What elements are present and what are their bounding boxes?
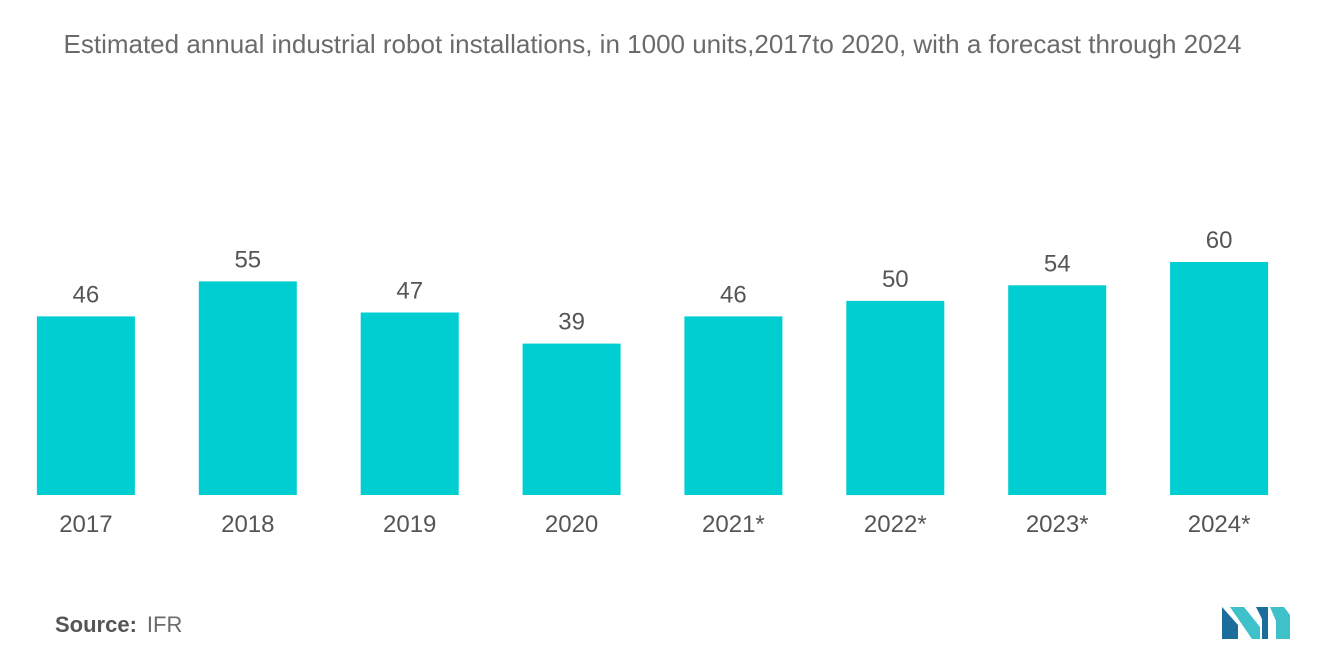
mordor-intelligence-logo-icon	[1222, 607, 1290, 639]
x-tick-label: 2020	[545, 511, 598, 538]
bar-2017	[36, 316, 135, 495]
bar-2021-forecast	[684, 316, 783, 495]
bar-2020	[522, 343, 621, 495]
x-tick-label: 2018	[221, 511, 274, 538]
data-label: 50	[882, 266, 909, 293]
bar-2024-forecast	[1170, 262, 1269, 495]
x-tick-label: 2024*	[1188, 511, 1251, 538]
data-label: 39	[558, 309, 585, 336]
source-note: Source: IFR	[55, 612, 182, 638]
data-label: 47	[396, 278, 423, 305]
x-tick-label: 2019	[383, 511, 436, 538]
x-tick-label: 2023*	[1026, 511, 1089, 538]
data-label: 55	[234, 246, 261, 273]
chart-title: Estimated annual industrial robot instal…	[63, 29, 1242, 59]
source-value: IFR	[146, 612, 183, 637]
bar-2019	[360, 312, 459, 495]
data-label: 54	[1044, 250, 1071, 277]
x-tick-label: 2017	[59, 511, 112, 538]
bar-2018	[198, 281, 297, 495]
bar-2022-forecast	[846, 300, 945, 496]
data-label: 46	[720, 281, 747, 308]
x-tick-label: 2022*	[864, 511, 927, 538]
data-label: 60	[1206, 227, 1233, 254]
source-label: Source:	[55, 612, 137, 637]
bar-2023-forecast	[1008, 285, 1107, 495]
data-label: 46	[73, 281, 100, 308]
x-tick-label: 2021*	[702, 511, 765, 538]
bar-chart: 46 2017 55 2018 47 2019 39 2020 46 2021* 50 2022* 54…	[36, 227, 1269, 538]
